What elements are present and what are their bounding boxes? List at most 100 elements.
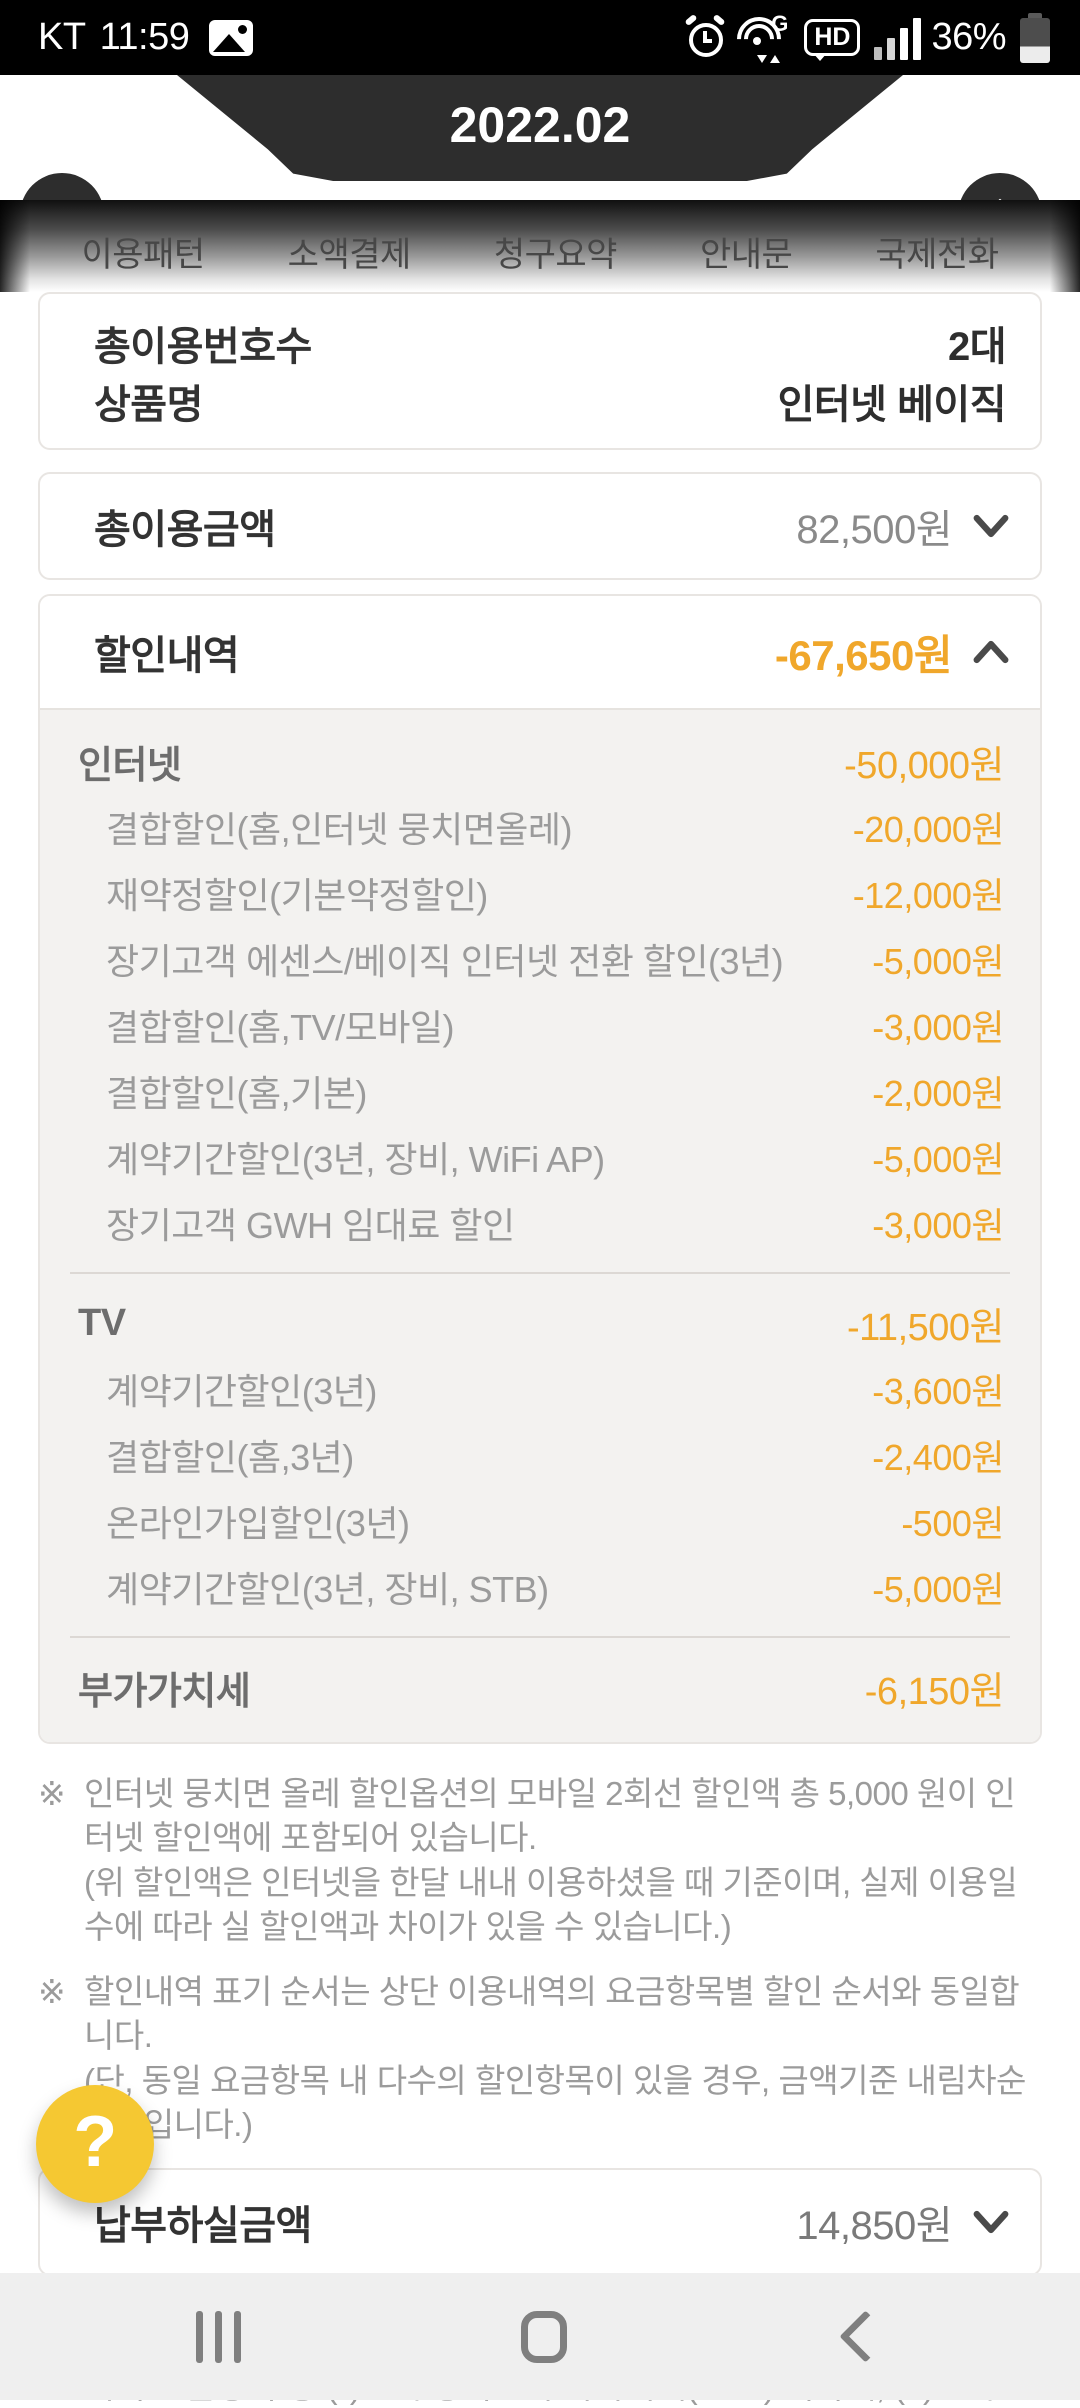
item-label: 결합할인(홈,인터넷 뭉치면올레) xyxy=(106,809,573,850)
nav-back-icon[interactable] xyxy=(839,2310,892,2363)
footnote-paragraph: (단, 동일 요금항목 내 다수의 할인항목이 있을 경우, 금액기준 내림차순… xyxy=(84,2062,1026,2143)
chevron-up-icon xyxy=(973,640,1009,664)
discount-item: 장기고객 GWH 임대료 할인 -3,000원 xyxy=(40,1190,1040,1256)
note-marker: ※ xyxy=(38,1775,66,1812)
tab-notice[interactable]: 안내문 xyxy=(699,235,793,274)
discount-item: 계약기간할인(3년, 장비, STB) -5,000원 xyxy=(40,1554,1040,1620)
wifi-icon: G xyxy=(728,7,794,70)
discount-item: 결합할인(홈,기본) -2,000원 xyxy=(40,1058,1040,1124)
note-marker: ※ xyxy=(38,1973,66,2011)
item-label: 재약정할인(기본약정할인) xyxy=(106,875,488,916)
group-amount: -11,500원 xyxy=(846,1306,1005,1349)
group-amount: -50,000원 xyxy=(844,744,1004,787)
item-label: 온라인가입할인(3년) xyxy=(106,1503,410,1544)
question-icon: ? xyxy=(73,2102,117,2182)
discount-item: 계약기간할인(3년) -3,600원 xyxy=(40,1356,1040,1422)
item-amount: -20,000원 xyxy=(852,809,1005,850)
product-name-value: 인터넷 베이직 xyxy=(777,383,1007,427)
item-amount: -3,600원 xyxy=(872,1371,1004,1412)
item-amount: -500원 xyxy=(901,1503,1004,1544)
payment-amount-value: 14,850원 xyxy=(796,2204,952,2249)
carrier-label: KT xyxy=(38,16,86,58)
discount-item: 온라인가입할인(3년) -500원 xyxy=(40,1488,1040,1554)
item-amount: -12,000원 xyxy=(852,875,1005,916)
total-usage-value: 82,500원 xyxy=(796,508,952,552)
android-nav-bar xyxy=(0,2273,1080,2400)
total-lines-value: 2대 xyxy=(947,325,1007,369)
payment-amount-label: 납부하실금액 xyxy=(94,2204,312,2249)
help-button[interactable]: ? xyxy=(36,2085,154,2203)
tab-micropayment[interactable]: 소액결제 xyxy=(287,235,412,274)
discount-item: 계약기간할인(3년, 장비, WiFi AP) -5,000원 xyxy=(40,1124,1040,1190)
item-label: 장기고객 GWH 임대료 할인 xyxy=(106,1205,515,1246)
tab-bill-summary[interactable]: 청구요약 xyxy=(493,235,618,274)
item-label: 결합할인(홈,TV/모바일) xyxy=(106,1007,454,1048)
group-name: 부가가치세 xyxy=(78,1670,251,1713)
item-label: 장기고객 에센스/베이직 인터넷 전환 할인(3년) xyxy=(106,941,784,982)
tab-strip: 이용패턴 소액결제 청구요약 안내문 국제전화 xyxy=(0,200,1080,292)
item-label: 결합할인(홈,3년) xyxy=(106,1437,354,1478)
item-amount: -2,000원 xyxy=(872,1073,1004,1114)
footnote-paragraph: 할인내역 표기 순서는 상단 이용내역의 요금항목별 할인 순서와 동일합니다. xyxy=(84,1973,1020,2054)
discount-item: 재약정할인(기본약정할인) -12,000원 xyxy=(40,860,1040,926)
payment-amount-card[interactable]: 납부하실금액 14,850원 xyxy=(38,2168,1042,2277)
item-amount: -3,000원 xyxy=(872,1205,1004,1246)
group-amount: -6,150원 xyxy=(864,1670,1005,1713)
total-usage-label: 총이용금액 xyxy=(94,508,276,552)
footnote-paragraph: 인터넷 뭉치면 올레 할인옵션의 모바일 2회선 할인액 총 5,000 원이 … xyxy=(84,1775,1016,1856)
discount-header[interactable]: 할인내역 -67,650원 xyxy=(40,596,1040,710)
tab-usage-pattern[interactable]: 이용패턴 xyxy=(81,235,206,274)
item-label: 결합할인(홈,기본) xyxy=(106,1073,367,1114)
wifi-arrows-icon xyxy=(757,54,781,63)
nav-recents-icon[interactable] xyxy=(196,2310,241,2363)
battery-icon xyxy=(1020,12,1050,63)
screenshot-icon xyxy=(209,19,254,56)
item-amount: -2,400원 xyxy=(872,1437,1004,1478)
alarm-icon xyxy=(684,13,726,59)
footnote-block: ※ 할인내역 표기 순서는 상단 이용내역의 요금항목별 할인 순서와 동일합니… xyxy=(38,1970,1042,2148)
discount-item: 결합할인(홈,3년) -2,400원 xyxy=(40,1422,1040,1488)
signal-icon xyxy=(874,16,922,60)
wifi-g-label: G xyxy=(771,10,789,36)
discount-total-value: -67,650원 xyxy=(774,631,953,679)
group-name: 인터넷 xyxy=(78,744,182,787)
app-header: 2022.02 xyxy=(0,75,1080,257)
discount-item: 결합할인(홈,TV/모바일) -3,000원 xyxy=(40,992,1040,1058)
discount-group-vat: 부가가치세 -6,150원 xyxy=(40,1654,1040,1720)
clock-time: 11:59 xyxy=(99,16,190,58)
discount-label: 할인내역 xyxy=(94,634,240,678)
tab-international-call[interactable]: 국제전화 xyxy=(875,235,999,274)
item-label: 계약기간할인(3년) xyxy=(106,1371,377,1412)
product-name-label: 상품명 xyxy=(94,383,203,427)
status-bar: KT 11:59 G HD 36% xyxy=(0,0,1080,75)
total-lines-label: 총이용번호수 xyxy=(94,325,312,369)
discount-detail-panel: 인터넷 -50,000원 결합할인(홈,인터넷 뭉치면올레) -20,000원 … xyxy=(40,710,1040,1742)
chevron-down-icon xyxy=(973,2211,1009,2234)
billing-month-title: 2022.02 xyxy=(449,97,631,153)
discount-card: 할인내역 -67,650원 인터넷 -50,000원 결합할인(홈,인터넷 뭉치… xyxy=(38,594,1042,1744)
discount-group-internet: 인터넷 -50,000원 xyxy=(40,728,1040,794)
discount-item: 장기고객 에센스/베이직 인터넷 전환 할인(3년) -5,000원 xyxy=(40,926,1040,992)
item-amount: -5,000원 xyxy=(872,1139,1004,1180)
item-label: 계약기간할인(3년, 장비, WiFi AP) xyxy=(106,1139,605,1180)
nav-home-icon[interactable] xyxy=(521,2310,567,2363)
item-amount: -3,000원 xyxy=(872,1007,1004,1048)
hd-call-icon: HD xyxy=(804,19,861,61)
divider xyxy=(70,1272,1010,1274)
item-amount: -5,000원 xyxy=(872,941,1004,982)
group-name: TV xyxy=(78,1301,126,1344)
total-lines-row: 총이용번호수 2대 xyxy=(94,314,1007,372)
chevron-down-icon xyxy=(973,514,1009,538)
footnote-block: ※ 인터넷 뭉치면 올레 할인옵션의 모바일 2회선 할인액 총 5,000 원… xyxy=(38,1772,1042,1950)
total-usage-card[interactable]: 총이용금액 82,500원 xyxy=(38,472,1042,580)
header-title-shape: 2022.02 xyxy=(177,75,903,181)
bill-content: 총이용번호수 2대 상품명 인터넷 베이직 총이용금액 82,500원 할인내역… xyxy=(0,292,1080,2408)
battery-percent: 36% xyxy=(931,16,1006,58)
footnote-paragraph: (위 할인액은 인터넷을 한달 내내 이용하셨을 때 기준이며, 실제 이용일수… xyxy=(84,1864,1018,1945)
product-name-row: 상품명 인터넷 베이직 xyxy=(94,372,1007,430)
footnotes: ※ 인터넷 뭉치면 올레 할인옵션의 모바일 2회선 할인액 총 5,000 원… xyxy=(38,1772,1042,2148)
summary-card: 총이용번호수 2대 상품명 인터넷 베이직 xyxy=(38,292,1042,450)
item-label: 계약기간할인(3년, 장비, STB) xyxy=(106,1569,549,1610)
divider xyxy=(70,1636,1010,1638)
discount-item: 결합할인(홈,인터넷 뭉치면올레) -20,000원 xyxy=(40,794,1040,860)
